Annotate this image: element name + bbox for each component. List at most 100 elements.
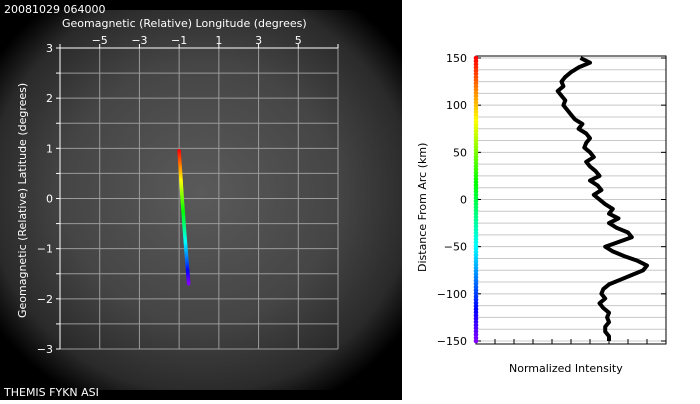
colorbar-point [473, 227, 479, 233]
colorbar-point [473, 287, 479, 293]
colorbar-point [473, 170, 479, 175]
asi-image-panel: −5 −3 −1 1 3 5 3 2 1 0 −1 −2 −3 20081029 064000 Geo… [0, 0, 402, 400]
timestamp: 20081029 064000 [4, 3, 105, 16]
colorbar-point [473, 208, 479, 213]
map-ticks [56, 44, 339, 350]
colorbar-point [473, 262, 479, 267]
colorbar-point [473, 68, 479, 74]
colorbar-point [473, 103, 479, 108]
colorbar-point [473, 240, 479, 245]
profile-grid [476, 57, 666, 342]
colorbar-point [473, 77, 479, 83]
colorbar-point [473, 173, 479, 178]
colorbar-point [473, 271, 479, 277]
x-tick-label: −1 [171, 34, 187, 47]
colorbar-point [473, 163, 479, 169]
colorbar-point [473, 310, 479, 315]
colorbar-point [473, 249, 479, 255]
colorbar-point [473, 112, 479, 118]
colorbar-point [473, 246, 479, 252]
colorbar-point [473, 294, 479, 299]
x-tick-labels: −5 −3 −1 1 3 5 [92, 34, 302, 47]
colorbar-point [473, 278, 479, 283]
colorbar-point [473, 58, 479, 64]
colorbar-point [473, 55, 479, 61]
colorbar-point [473, 179, 479, 185]
colorbar-point [473, 125, 479, 131]
source-label: THEMIS FYKN ASI [3, 386, 99, 399]
profile-x-axis-title: Normalized Intensity [509, 362, 623, 375]
colorbar-point [473, 128, 479, 134]
colorbar-point [473, 265, 479, 271]
colorbar-point [473, 243, 479, 248]
y-tick-label: 1 [46, 142, 53, 155]
colorbar-point [473, 319, 479, 325]
y-tick-label: −2 [37, 293, 53, 306]
colorbar-point [473, 147, 479, 153]
colorbar-point [473, 252, 479, 258]
x-tick-label: 5 [295, 34, 302, 47]
profile-y-axis-title: Distance From Arc (km) [416, 143, 429, 272]
colorbar-point [473, 275, 479, 280]
colorbar-point [473, 166, 479, 172]
colorbar-point [473, 322, 479, 328]
colorbar-point [473, 93, 479, 99]
colorbar-point [473, 214, 479, 220]
asi-map-svg: −5 −3 −1 1 3 5 3 2 1 0 −1 −2 −3 20081029 064000 Geo… [0, 3, 402, 399]
colorbar-point [473, 90, 479, 96]
colorbar-point [473, 259, 479, 264]
colorbar-point [473, 230, 479, 236]
x-tick-label: 1 [215, 34, 222, 47]
intensity-profile-line [555, 56, 649, 341]
colorbar-point [473, 74, 479, 80]
colorbar-point [473, 157, 479, 163]
colorbar-point [473, 205, 479, 210]
colorbar-point [473, 81, 479, 86]
colorbar-point [473, 189, 479, 194]
colorbar-point [473, 116, 479, 121]
arc-trace [177, 149, 191, 286]
arc-point [186, 281, 191, 286]
y-tick-label: −1 [37, 243, 53, 256]
colorbar-point [473, 87, 479, 93]
colorbar-point [473, 291, 479, 296]
colorbar-point [473, 141, 479, 147]
colorbar-point [473, 119, 479, 124]
colorbar-point [473, 224, 479, 229]
colorbar-point [473, 338, 479, 344]
colorbar-point [473, 221, 479, 226]
profile-y-tick-label: −100 [437, 288, 467, 301]
y-tick-labels: 3 2 1 0 −1 −2 −3 [37, 42, 53, 356]
colorbar-point [473, 144, 479, 150]
colorbar-point [473, 236, 479, 242]
colorbar-point [473, 306, 479, 312]
profile-y-tick-label: −50 [444, 241, 467, 254]
profile-y-tick-labels: 150 100 50 0 −50 −100 −150 [437, 52, 467, 348]
x-tick-label: −3 [131, 34, 147, 47]
colorbar-point [473, 303, 479, 309]
map-grid [59, 47, 339, 350]
colorbar-point [473, 151, 479, 156]
colorbar-point [473, 233, 479, 239]
x-tick-label: 3 [255, 34, 262, 47]
x-axis-title: Geomagnetic (Relative) Longitude (degree… [62, 17, 307, 30]
profile-y-tick-label: 150 [446, 52, 467, 65]
colorbar-point [473, 106, 479, 112]
distance-colorbar [473, 55, 479, 344]
colorbar-point [473, 65, 479, 70]
colorbar-point [473, 281, 479, 287]
colorbar-point [473, 132, 479, 137]
colorbar-point [473, 268, 479, 274]
y-tick-label: −3 [37, 343, 53, 356]
colorbar-point [473, 186, 479, 191]
colorbar-point [473, 182, 479, 188]
y-tick-label: 3 [46, 42, 53, 55]
profile-ticks [475, 57, 667, 344]
colorbar-point [473, 198, 479, 204]
colorbar-point [473, 176, 479, 182]
profile-y-tick-label: −150 [437, 335, 467, 348]
colorbar-point [473, 329, 479, 334]
profile-panel: 150 100 50 0 −50 −100 −150 Distance From Arc (… [402, 0, 700, 400]
colorbar-point [473, 313, 479, 318]
x-tick-label: −5 [92, 34, 108, 47]
